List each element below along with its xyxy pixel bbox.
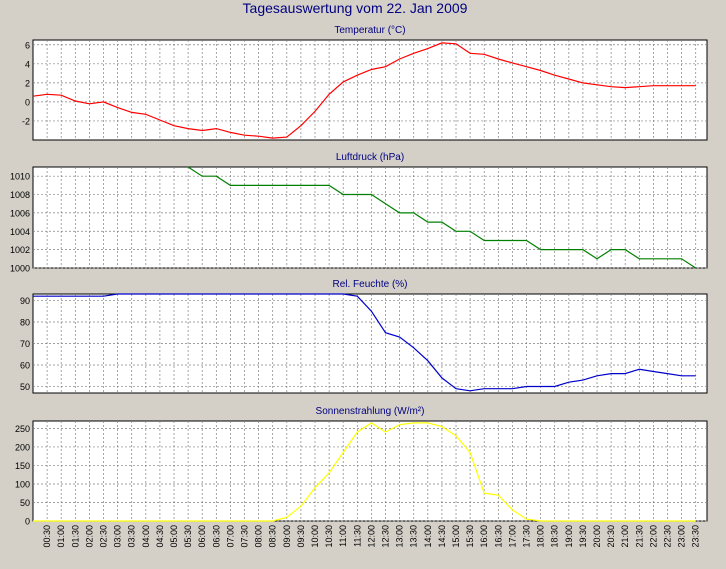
radiation-y-tick-label: 200 [15,442,30,452]
pressure-y-tick-label: 1002 [10,245,30,255]
x-tick-label: 11:00 [338,525,348,547]
x-tick-label: 01:00 [56,525,66,548]
x-tick-label: 13:00 [395,525,405,548]
x-tick-label: 17:30 [522,525,532,548]
x-tick-label: 23:30 [691,525,701,548]
x-tick-label: 20:30 [606,525,616,548]
pressure-y-tick-label: 1010 [10,172,30,182]
pressure-y-tick-label: 1008 [10,190,30,200]
x-tick-label: 21:00 [620,525,630,548]
x-tick-label: 22:00 [648,525,658,548]
x-tick-label: 08:30 [268,525,278,548]
x-tick-label: 11:30 [352,525,362,547]
temperature-plot-area [32,39,708,141]
pressure-y-tick-label: 1000 [10,264,30,274]
radiation-y-tick-label: 100 [15,479,30,489]
x-tick-label: 14:00 [423,525,433,548]
x-tick-label: 05:30 [183,525,193,548]
x-tick-label: 15:00 [451,525,461,548]
pressure-series-line [187,166,697,269]
x-tick-label: 21:30 [634,525,644,548]
x-tick-label: 06:00 [197,525,207,548]
humidity-chart-title: Rel. Feuchte (%) [332,279,407,290]
radiation-plot-area [32,420,708,522]
x-tick-label: 18:30 [550,525,560,548]
x-tick-label: 19:30 [578,525,588,548]
radiation-series-line [33,422,696,522]
x-tick-label: 10:00 [310,525,320,548]
temperature-series-line [32,42,696,139]
x-tick-label: 20:00 [592,525,602,548]
x-tick-label: 12:00 [366,525,376,548]
radiation-chart-title: Sonnenstrahlung (W/m²) [316,406,425,417]
x-tick-label: 01:30 [70,525,80,548]
pressure-y-tick-label: 1004 [10,227,30,237]
temperature-y-tick-label: 4 [25,59,30,69]
humidity-y-tick-label: 60 [20,361,30,371]
x-tick-label: 12:30 [381,525,391,548]
radiation-y-tick-label: 250 [15,424,30,434]
pressure-plot-area [32,166,708,269]
x-tick-label: 06:30 [211,525,221,548]
x-tick-label: 04:30 [155,525,165,548]
radiation-y-tick-label: 0 [25,517,30,527]
x-tick-label: 08:00 [254,525,264,548]
x-tick-label: 17:00 [507,525,517,548]
chart-main-title: Tagesauswertung vom 22. Jan 2009 [243,0,468,16]
x-tick-label: 04:00 [141,525,151,548]
humidity-y-tick-label: 70 [20,339,30,349]
x-tick-label: 00:30 [42,525,52,548]
radiation-y-tick-label: 50 [20,498,30,508]
temperature-y-tick-label: 0 [25,97,30,107]
temperature-y-tick-label: 2 [25,78,30,88]
x-tick-label: 05:00 [169,525,179,548]
temperature-chart-title: Temperatur (°C) [334,25,405,36]
x-tick-label: 07:30 [240,525,250,548]
x-tick-label: 03:00 [113,525,123,548]
pressure-y-tick-label: 1006 [10,208,30,218]
humidity-y-tick-label: 90 [20,296,30,306]
x-tick-label: 10:30 [324,525,334,548]
x-tick-label: 14:30 [437,525,447,548]
x-tick-label: 13:30 [409,525,419,548]
humidity-y-tick-label: 50 [20,382,30,392]
x-tick-label: 09:00 [282,525,292,548]
temperature-y-tick-label: -2 [22,116,30,126]
humidity-series-line [33,293,696,392]
radiation-y-tick-label: 150 [15,461,30,471]
x-tick-label: 22:30 [663,525,673,548]
x-tick-label: 16:30 [493,525,503,548]
humidity-y-tick-label: 80 [20,317,30,327]
x-tick-label: 15:30 [465,525,475,548]
x-tick-label: 09:30 [296,525,306,548]
pressure-chart-title: Luftdruck (hPa) [336,152,404,163]
x-tick-label: 02:30 [99,525,109,548]
temperature-y-tick-label: 6 [25,40,30,50]
x-tick-label: 23:00 [677,525,687,548]
x-tick-label: 16:00 [479,525,489,548]
x-tick-label: 03:30 [127,525,137,548]
x-tick-label: 02:00 [84,525,94,548]
x-tick-label: 07:00 [225,525,235,548]
x-tick-label: 18:00 [536,525,546,548]
x-tick-label: 19:00 [564,525,574,548]
